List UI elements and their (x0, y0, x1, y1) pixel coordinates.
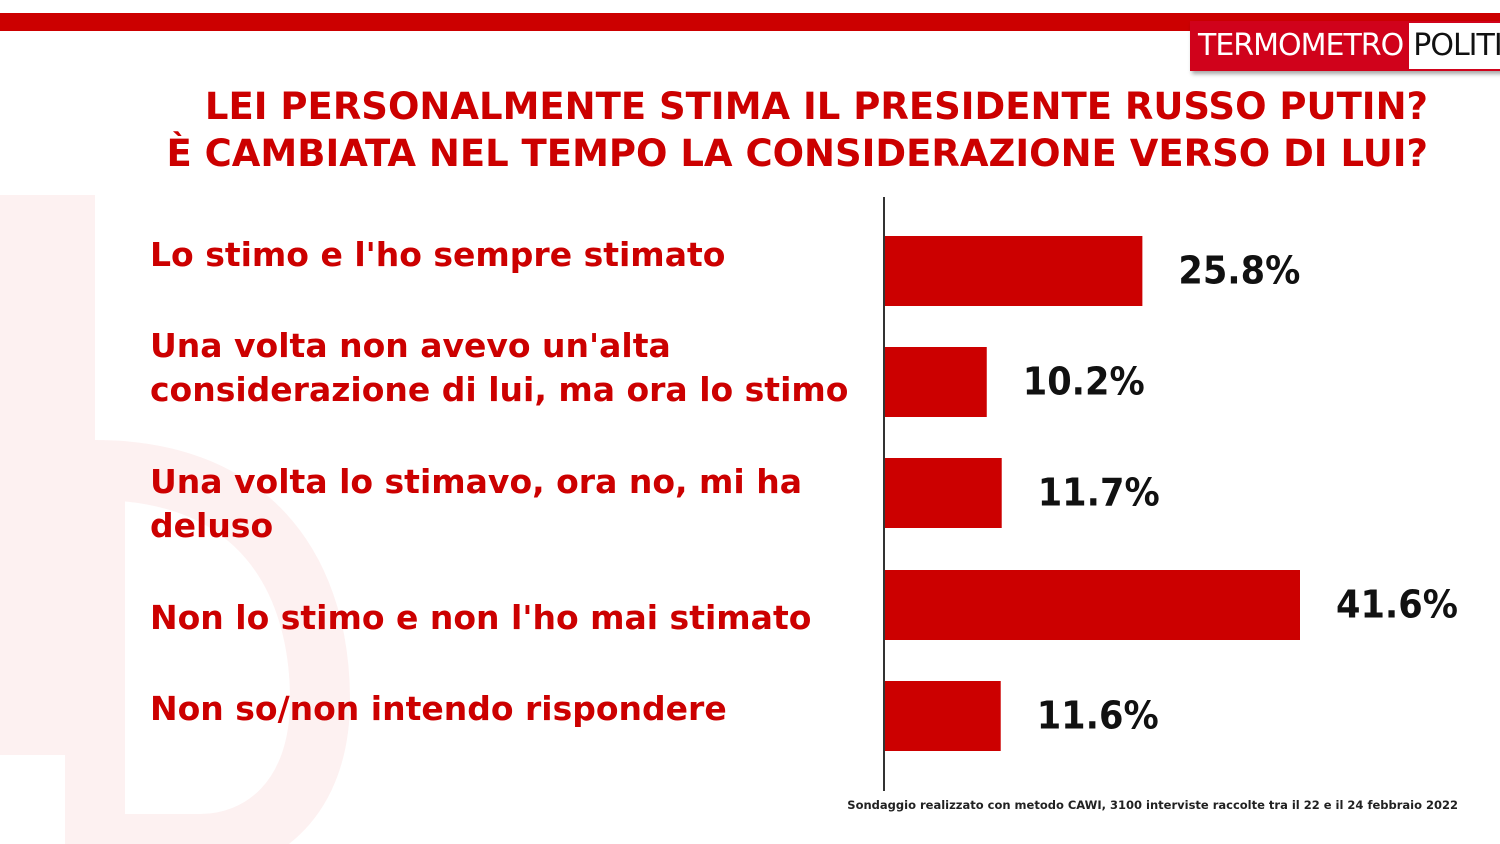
logo-part-politico: POLITICO (1407, 21, 1500, 71)
value-label-1: 25.8% (1178, 249, 1300, 293)
bar-2 (885, 347, 987, 417)
survey-footnote: Sondaggio realizzato con metodo CAWI, 31… (847, 798, 1458, 812)
chart-title-line-2: È CAMBIATA NEL TEMPO LA CONSIDERAZIONE V… (166, 132, 1428, 175)
value-label-3: 11.7% (1038, 471, 1160, 515)
bar-4 (885, 570, 1300, 640)
category-label-always-esteemed: Lo stimo e l'ho sempre stimato (150, 235, 726, 274)
value-label-4: 41.6% (1336, 583, 1458, 627)
bar-3 (885, 458, 1002, 528)
value-label-5: 11.6% (1037, 694, 1159, 738)
chart-title: LEI PERSONALMENTE STIMA IL PRESIDENTE RU… (166, 83, 1428, 177)
chart-title-line-1: LEI PERSONALMENTE STIMA IL PRESIDENTE RU… (204, 85, 1428, 128)
bar-5 (885, 681, 1001, 751)
top-accent-bar (0, 13, 1500, 31)
category-label-now-esteem: Una volta non avevo un'alta considerazio… (150, 326, 849, 409)
termometro-politico-logo: TERMOMETRO POLITICO (1190, 21, 1500, 71)
y-axis-line (883, 197, 885, 791)
category-label-disappointed: Una volta lo stimavo, ora no, mi ha delu… (150, 462, 802, 545)
category-label-never-esteemed: Non lo stimo e non l'ho mai stimato (150, 598, 812, 637)
category-label-no-answer: Non so/non intendo rispondere (150, 689, 727, 728)
logo-part-termometro: TERMOMETRO (1190, 21, 1408, 71)
value-label-2: 10.2% (1023, 360, 1145, 404)
bar-1 (885, 236, 1143, 306)
